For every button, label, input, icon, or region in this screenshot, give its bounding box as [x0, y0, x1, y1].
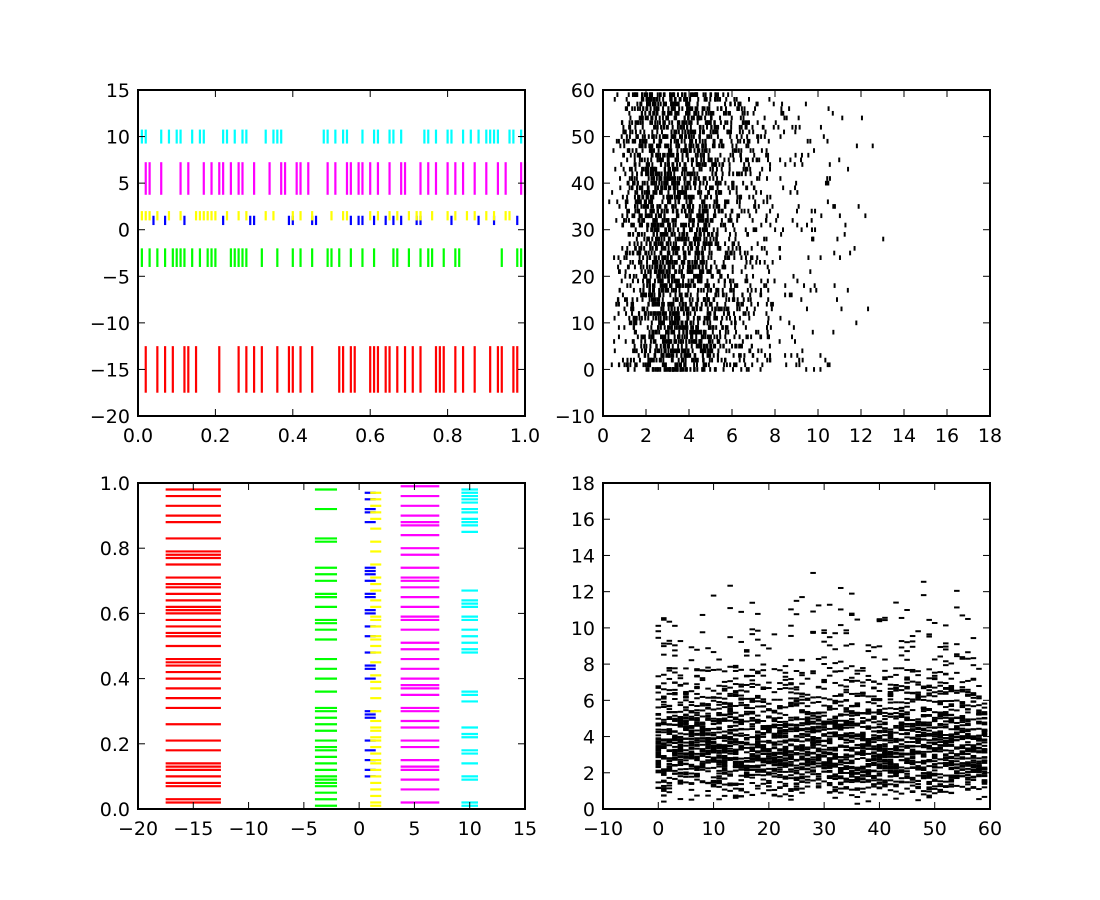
series-black [608, 92, 885, 372]
series-yellow [140, 211, 511, 221]
x-tick-label: 0 [353, 818, 365, 840]
y-tick-label: 0.2 [100, 734, 130, 756]
axes-frame [137, 89, 526, 417]
y-tick-label: 5 [118, 173, 130, 195]
x-tick-label: 10 [458, 818, 482, 840]
y-tick-label: 40 [571, 173, 595, 195]
y-tick-label: −10 [555, 406, 595, 428]
x-tick-label: 0.0 [123, 425, 153, 447]
eventplot-top-left: 0.0 0.2 0.4 0.6 0.8 1.0 −20 −15 −10 −5 0 5 10 15 [90, 80, 540, 447]
series-red [165, 488, 221, 804]
y-tick-label: −20 [90, 406, 130, 428]
x-tick-label: 6 [726, 425, 738, 447]
x-tick-label: 10 [806, 425, 830, 447]
axes-frame [602, 89, 991, 417]
y-tick-label: 30 [571, 220, 595, 242]
y-tick-label: 50 [571, 127, 595, 149]
y-tick-label: 60 [571, 80, 595, 102]
event-marks [608, 92, 885, 372]
x-tick-label: −15 [173, 818, 213, 840]
x-tick-label: −20 [118, 818, 158, 840]
event-marks [165, 485, 479, 807]
x-tick-label: 12 [849, 425, 873, 447]
x-axis: 0 2 4 6 8 10 12 14 16 18 [597, 90, 1002, 447]
x-tick-label: −10 [229, 818, 269, 840]
y-tick-label: 10 [106, 127, 130, 149]
series-yellow [370, 491, 382, 807]
y-tick-label: 0.0 [100, 799, 130, 821]
x-tick-label: 2 [640, 425, 652, 447]
y-tick-label: 0 [118, 220, 130, 242]
x-tick-label: 0.2 [200, 425, 230, 447]
series-magenta [400, 485, 440, 804]
y-tick-label: −10 [90, 313, 130, 335]
x-tick-label: 18 [978, 425, 1002, 447]
y-tick-label: 1.0 [100, 473, 130, 495]
series-red [144, 346, 519, 393]
x-tick-label: 14 [892, 425, 916, 447]
y-axis: −20 −15 −10 −5 0 5 10 15 [90, 80, 525, 428]
x-tick-label: 8 [769, 425, 781, 447]
axes-frame [137, 482, 526, 810]
y-tick-label: 10 [571, 313, 595, 335]
series-magenta [144, 162, 527, 195]
y-axis: −10 0 10 20 30 40 50 60 [555, 80, 990, 428]
x-axis: 0.0 0.2 0.4 0.6 0.8 1.0 [123, 90, 540, 447]
series-green [314, 488, 338, 807]
y-tick-label: 0.4 [100, 669, 130, 691]
x-tick-label: 0.6 [355, 425, 385, 447]
series-cyan [140, 129, 523, 144]
y-tick-label: −15 [90, 359, 130, 381]
series-green [140, 248, 523, 267]
y-tick-label: 0 [583, 359, 595, 381]
x-tick-label: 0.8 [432, 425, 462, 447]
y-axis: 0.0 0.2 0.4 0.6 0.8 1.0 [100, 473, 525, 821]
event-marks [140, 129, 527, 393]
x-tick-label: 5 [408, 818, 420, 840]
y-tick-label: 0.8 [100, 538, 130, 560]
x-tick-label: 0 [597, 425, 609, 447]
x-tick-label: 0.4 [278, 425, 308, 447]
event-marks [655, 571, 988, 805]
eventplot-bottom-left: −20 −15 −10 −5 0 5 10 15 0.0 0.2 0.4 0.6 0.8 1.0 [100, 473, 537, 840]
x-tick-label: −5 [290, 818, 318, 840]
x-tick-label: 4 [683, 425, 695, 447]
x-tick-label: 1.0 [510, 425, 540, 447]
y-tick-label: 0.6 [100, 603, 130, 625]
x-tick-label: 16 [935, 425, 959, 447]
x-axis: −20 −15 −10 −5 0 5 10 15 [118, 483, 537, 840]
y-tick-label: 20 [571, 266, 595, 288]
y-tick-label: −5 [102, 266, 130, 288]
series-black [655, 571, 988, 805]
x-tick-label: 15 [513, 818, 537, 840]
y-tick-label: 15 [106, 80, 130, 102]
